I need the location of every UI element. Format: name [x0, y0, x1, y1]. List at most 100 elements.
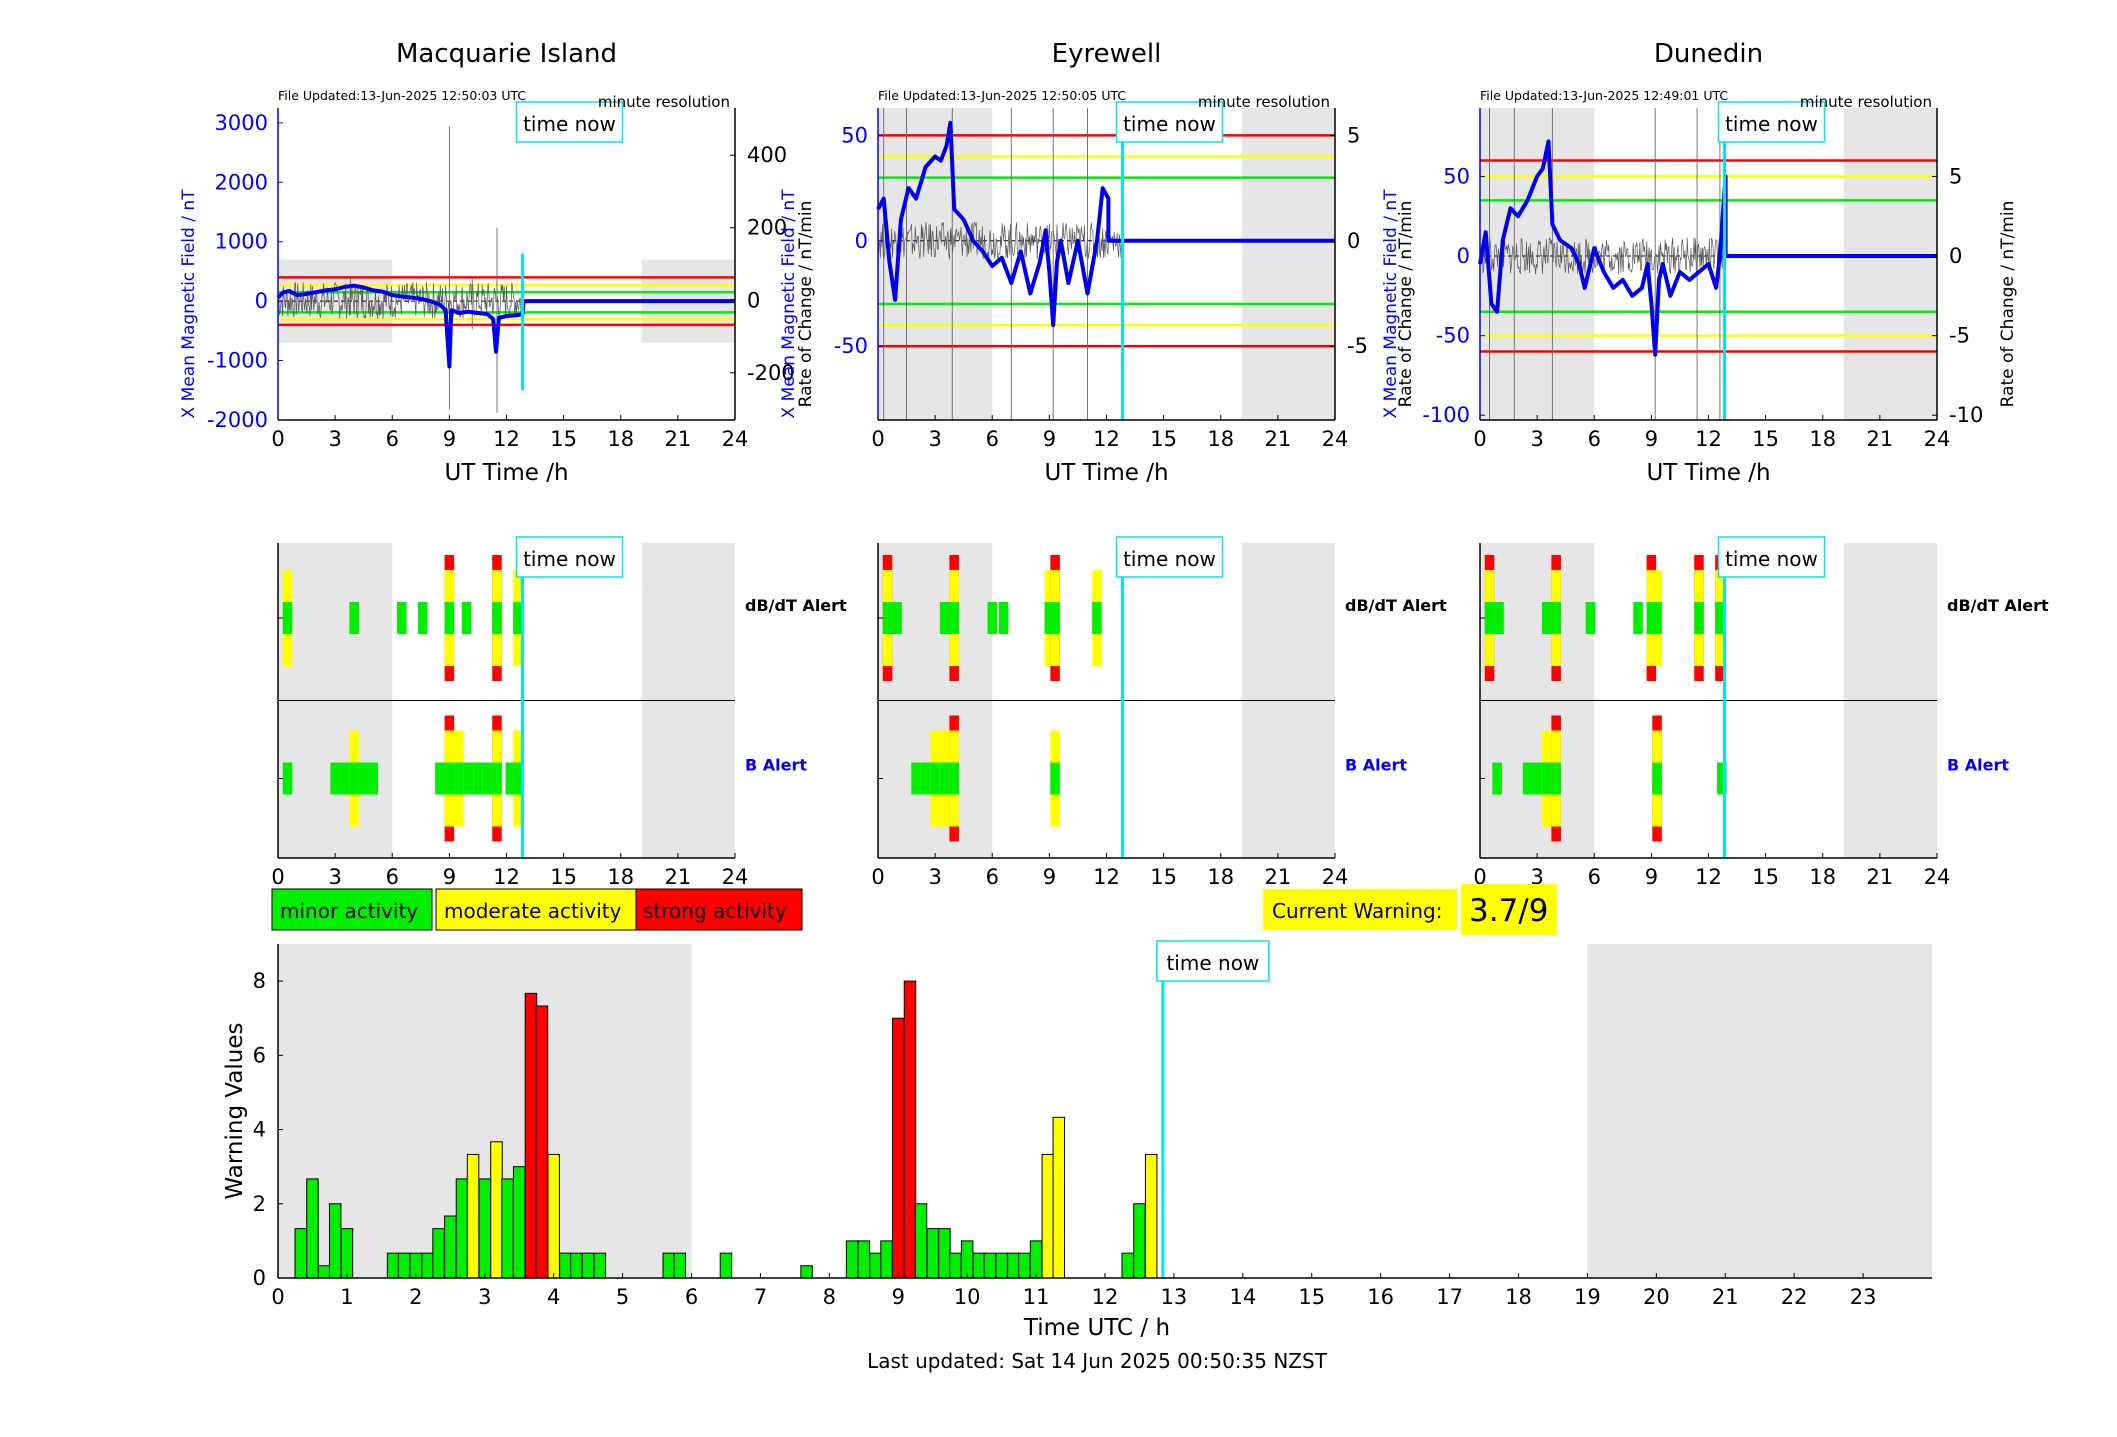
- alert-minor: [444, 602, 455, 634]
- alert-minor: [397, 602, 407, 634]
- warning-bar: [570, 1252, 583, 1279]
- alert-panel: time now 0 3 6 9 12 15 18 21 24 dB/dT Alert B Alert: [271, 536, 847, 889]
- warning-bar: [673, 1252, 687, 1279]
- alert-minor: [998, 602, 1009, 634]
- warning-bar: [892, 1017, 905, 1279]
- x-tick-label: 6: [1588, 427, 1601, 451]
- field-line: [1478, 139, 1937, 357]
- x-tick-label: 12: [1695, 865, 1722, 889]
- x-tick-label: 21: [665, 865, 692, 889]
- alert-minor: [1633, 602, 1643, 634]
- x-tick-label: 19: [1574, 1285, 1601, 1309]
- x-tick-label: 6: [685, 1285, 698, 1309]
- warning-bar: [960, 1240, 974, 1279]
- y-right-tick-label: 5: [1949, 164, 1962, 188]
- alert-minor: [939, 762, 950, 795]
- x-tick-label: 12: [1093, 865, 1120, 889]
- warning-bar: [719, 1252, 733, 1279]
- station-title: Eyrewell: [1052, 39, 1162, 69]
- b-alert-label: B Alert: [1345, 756, 1407, 775]
- x-tick-label: 24: [722, 865, 749, 889]
- rate-of-change-line: [877, 221, 1123, 261]
- b-alert-label: B Alert: [745, 756, 807, 775]
- warning-bar: [512, 1166, 526, 1279]
- warning-bar: [1121, 1252, 1134, 1279]
- warning-bar: [547, 1153, 560, 1279]
- y-right-tick-label: 0: [1949, 244, 1962, 268]
- x-tick-label: 14: [1229, 1285, 1256, 1309]
- x-tick-label: 6: [986, 865, 999, 889]
- x-tick-label: 0: [271, 865, 284, 889]
- x-tick-label: 3: [328, 865, 341, 889]
- y-right-tick-label: -5: [1347, 334, 1368, 358]
- x-tick-label: 21: [1712, 1285, 1739, 1309]
- y-right-label: Rate of Change / nT/min: [1998, 201, 2018, 408]
- warning-bar: [317, 1265, 331, 1279]
- alert-minor: [349, 602, 359, 634]
- night-shade: [1587, 944, 1932, 1278]
- y-tick-label: 4: [253, 1118, 266, 1142]
- y-right-tick-label: -5: [1949, 324, 1970, 348]
- x-tick-label: 24: [1924, 427, 1951, 451]
- file-updated: File Updated:13-Jun-2025 12:50:03 UTC: [278, 88, 526, 103]
- alert-minor: [892, 602, 902, 634]
- warning-bar: [662, 1252, 676, 1279]
- x-tick-label: 15: [550, 427, 577, 451]
- warning-bar: [559, 1252, 572, 1279]
- warning-bar: [1041, 1153, 1055, 1279]
- dbdt-alert-label: dB/dT Alert: [1947, 596, 2049, 615]
- file-updated: File Updated:13-Jun-2025 12:49:01 UTC: [1480, 88, 1728, 103]
- legend-moderate-swatch: [435, 888, 637, 931]
- x-tick-label: 23: [1850, 1285, 1877, 1309]
- legend-moderate-label: moderate activity: [444, 899, 622, 923]
- alert-minor: [444, 762, 455, 795]
- warning-bar: [1052, 1116, 1066, 1279]
- resolution: minute resolution: [1800, 93, 1932, 111]
- alert-minor: [339, 762, 350, 795]
- y-left-tick-label: -50: [1436, 324, 1470, 348]
- alert-minor: [505, 762, 516, 795]
- alert-minor: [949, 602, 959, 634]
- y-left-label: X Mean Magnetic Field / nT: [779, 189, 799, 419]
- x-tick-label: 1: [340, 1285, 353, 1309]
- alert-minor: [463, 762, 474, 795]
- warning-bar: [800, 1265, 813, 1279]
- x-tick-label: 3: [1530, 427, 1543, 451]
- warning-bar: [466, 1153, 480, 1279]
- warning-bar: [535, 1005, 549, 1279]
- warning-bar: [294, 1228, 307, 1279]
- legend-strong-label: strong activity: [643, 899, 787, 923]
- alert-panel: time now 0 3 6 9 12 15 18 21 24 dB/dT Alert B Alert: [871, 536, 1447, 889]
- y-left-tick-label: -50: [834, 334, 868, 358]
- warning-bar: [1133, 1203, 1146, 1279]
- alert-minor: [1551, 602, 1561, 634]
- time-now-label: time now: [1725, 547, 1818, 571]
- x-tick-label: 3: [328, 427, 341, 451]
- warning-bar: [926, 1228, 939, 1279]
- night-shade: [1241, 108, 1335, 420]
- y-right-tick-label: -10: [1949, 403, 1983, 427]
- station-title: Dunedin: [1654, 39, 1763, 69]
- x-tick-label: 15: [1298, 1285, 1325, 1309]
- x-tick-label: 3: [1530, 865, 1543, 889]
- y-right-tick-label: -200: [747, 361, 795, 385]
- x-tick-label: 7: [754, 1285, 767, 1309]
- y-left-tick-label: 2000: [215, 170, 268, 194]
- warning-bar: [857, 1240, 871, 1279]
- rate-of-change-line: [1479, 237, 1725, 275]
- x-tick-label: 6: [986, 427, 999, 451]
- warning-bar: [432, 1228, 445, 1279]
- alert-minor: [282, 762, 293, 795]
- current-warning-value: 3.7/9: [1469, 893, 1548, 929]
- time-now-label: time now: [1123, 112, 1216, 136]
- last-updated: Last updated: Sat 14 Jun 2025 00:50:35 N…: [867, 1349, 1328, 1373]
- dbdt-alert-label: dB/dT Alert: [1345, 596, 1447, 615]
- x-tick-label: 9: [1043, 427, 1056, 451]
- y-left-tick-label: 50: [1443, 164, 1470, 188]
- legend-strong-swatch: [635, 888, 803, 931]
- current-warning: Current Warning: 3.7/9: [1263, 884, 1557, 935]
- x-tick-label: 12: [493, 427, 520, 451]
